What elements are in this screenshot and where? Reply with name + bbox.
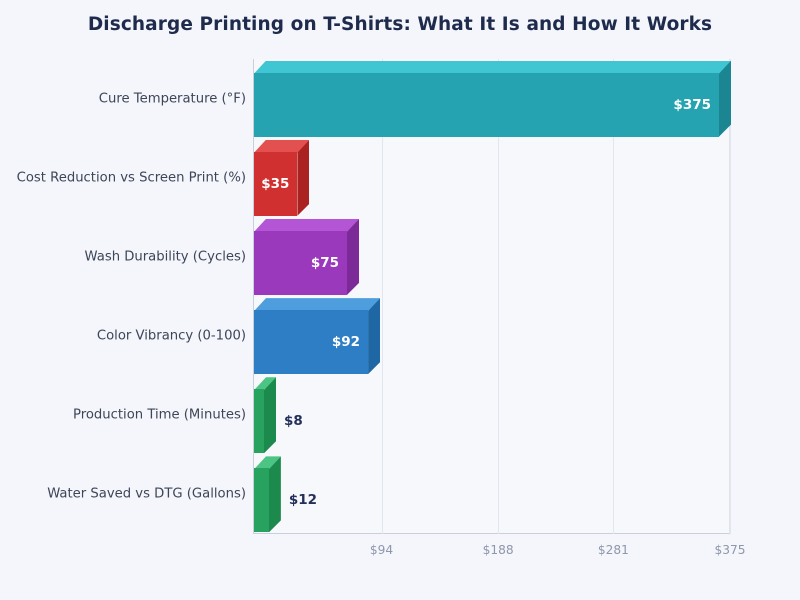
plot-area: [253, 59, 730, 534]
x-axis-tick-label: $281: [597, 543, 629, 557]
bar-side-face: [264, 377, 276, 454]
bar-top-face: [254, 139, 310, 153]
bar-value-label: $12: [288, 492, 318, 509]
y-axis-category-label: Color Vibrancy (0-100): [96, 328, 246, 344]
x-axis-tick-label: $375: [714, 543, 746, 557]
bar-front-face: [254, 468, 269, 533]
x-axis-tick-label: $94: [369, 543, 394, 557]
gridline: [498, 59, 500, 534]
bar-side-face: [347, 218, 359, 295]
chart-title: Discharge Printing on T-Shirts: What It …: [87, 14, 713, 35]
bar-front-face: [254, 72, 719, 137]
x-axis-tick-label: $188: [482, 543, 514, 557]
y-axis-category-label: Wash Durability (Cycles): [84, 249, 246, 265]
plot-frame-right-edge: [729, 59, 730, 535]
bar-value-label: $8: [284, 413, 303, 430]
bar-value-label: $92: [331, 334, 361, 351]
y-axis-category-label: Production Time (Minutes): [72, 407, 246, 423]
bar-front-face: [254, 230, 347, 295]
gridline: [613, 59, 615, 534]
bar-top-face: [254, 60, 731, 74]
bar-value-label: $375: [673, 96, 711, 113]
bar-side-face: [368, 298, 381, 375]
bar-front-face: [254, 310, 369, 375]
gridline: [730, 59, 731, 534]
bar-side-face: [719, 60, 731, 137]
bar-value-label: $75: [310, 254, 339, 271]
bar-front-face: [254, 389, 264, 454]
bar-value-label: $35: [261, 175, 290, 192]
y-axis-category-labels: Cure Temperature (°F) Cost Reduction vs S…: [0, 0, 246, 600]
y-axis-category-label: Cure Temperature (°F): [98, 91, 246, 107]
bar-front-face: [254, 151, 298, 216]
bar-side-face: [268, 456, 281, 533]
y-axis-category-label: Water Saved vs DTG (Gallons): [47, 486, 246, 502]
bar-side-face: [297, 139, 310, 216]
bar-top-face: [254, 298, 381, 312]
y-axis-category-label: Cost Reduction vs Screen Print (%): [16, 170, 246, 186]
gridline: [381, 59, 383, 534]
bar-top-face: [254, 218, 359, 232]
